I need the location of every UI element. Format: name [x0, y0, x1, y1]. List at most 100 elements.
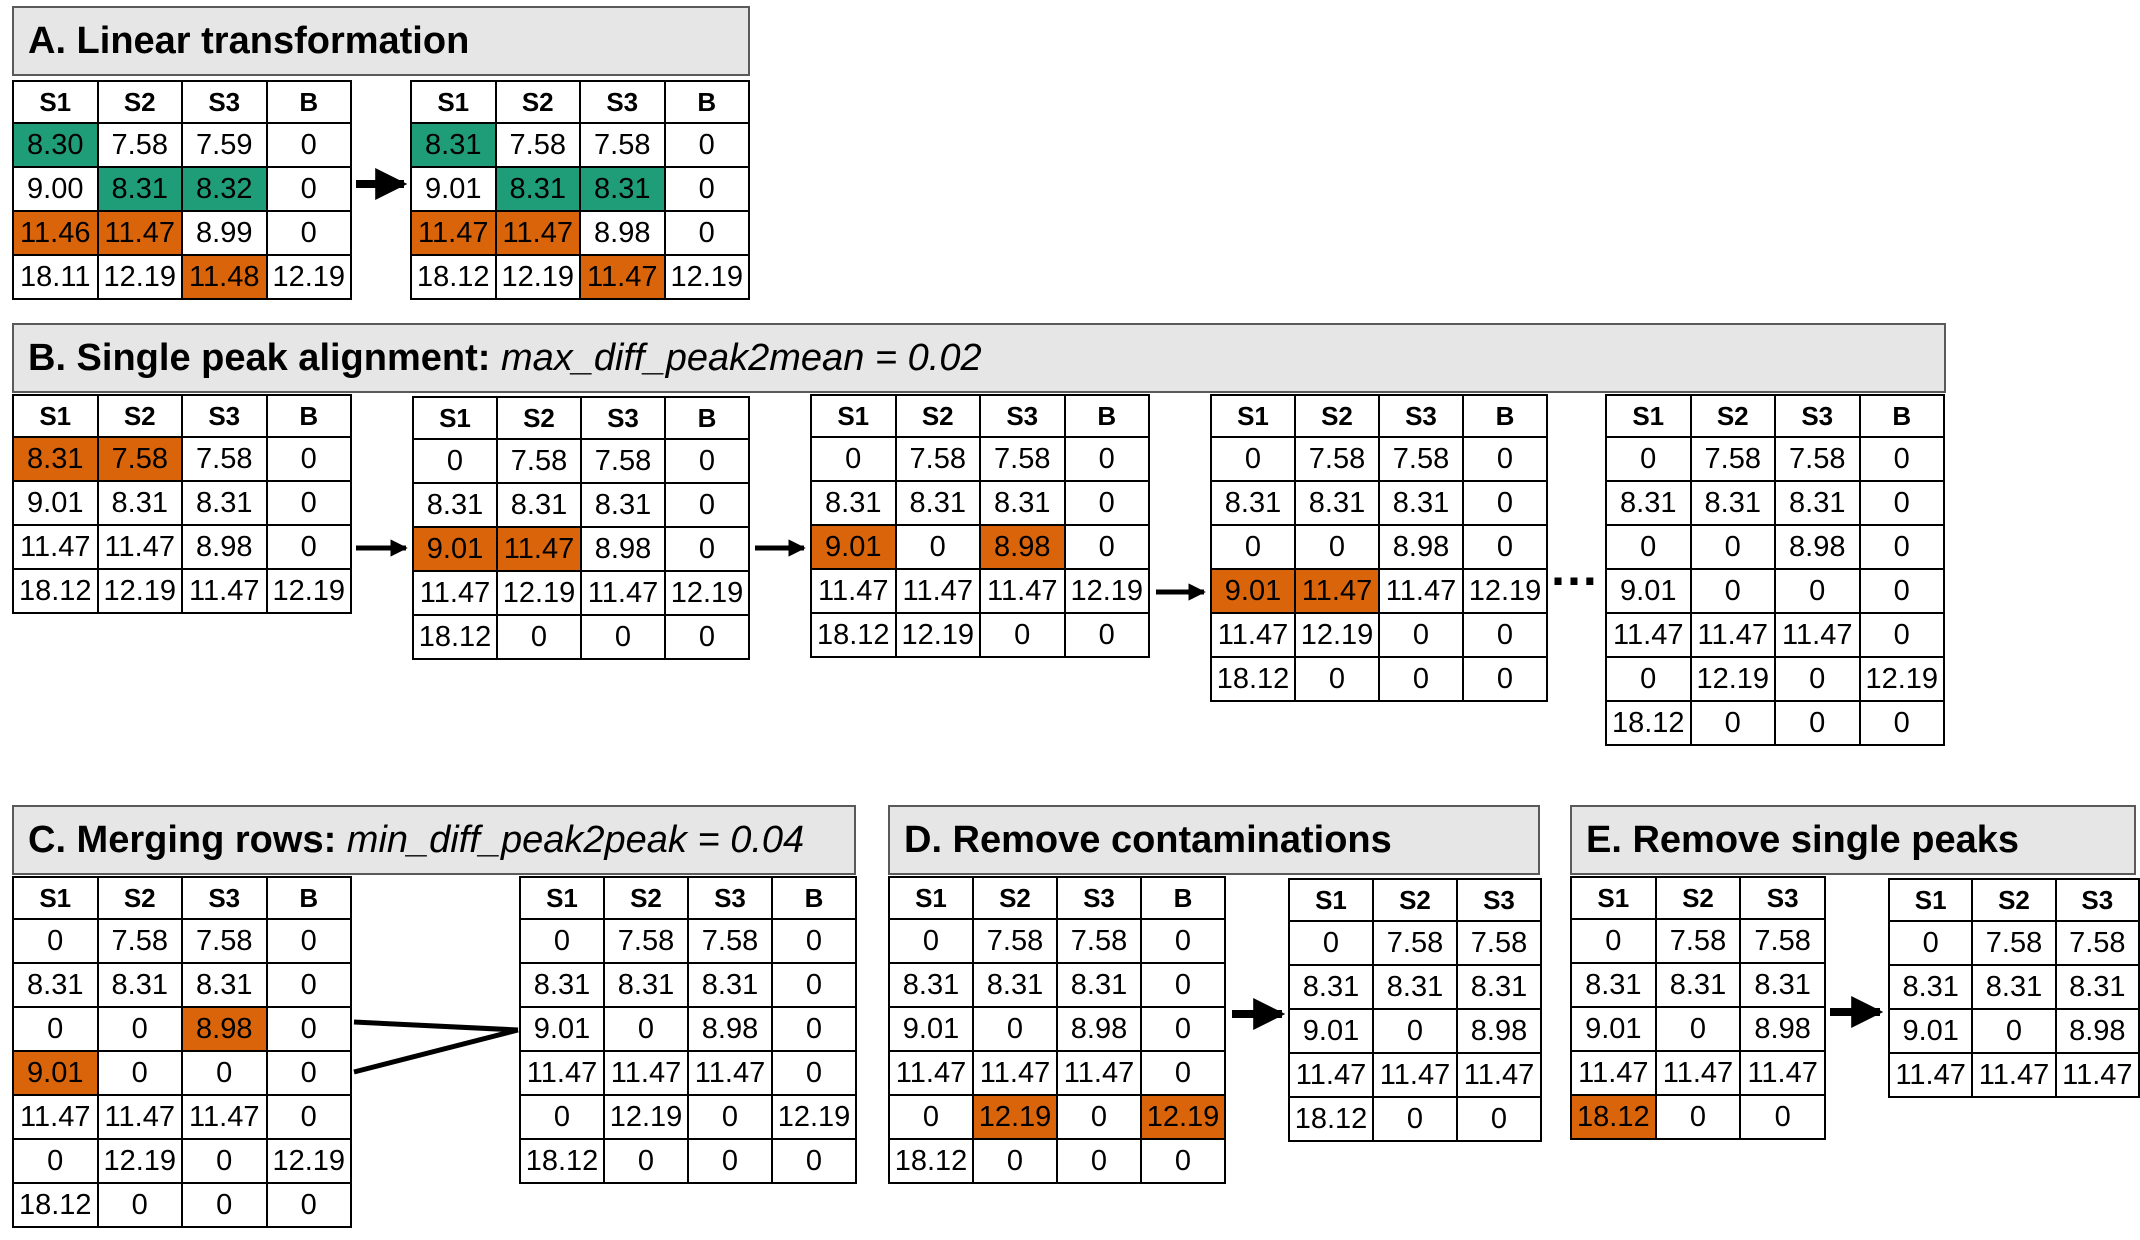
table-cell: 11.47	[1056, 1050, 1142, 1096]
table-header-row: S1 S2 S3 B	[12, 80, 352, 124]
table-cell: 7.58	[181, 918, 268, 964]
table-cell: 11.47	[1739, 1050, 1826, 1096]
column-header: S3	[1739, 876, 1826, 920]
table-cell: 11.47	[1372, 1052, 1458, 1098]
column-header: S2	[96, 394, 183, 438]
table-cell: 0	[265, 122, 352, 168]
table-cell: 12.19	[96, 568, 183, 614]
table-cell: 11.47	[1774, 612, 1861, 658]
table-cell: 0	[1456, 1096, 1542, 1142]
column-header: S1	[12, 80, 99, 124]
table-row: 0 7.58 7.58 0	[12, 918, 352, 964]
table-row: 0 12.19 0 12.19	[12, 1138, 352, 1184]
table-row: 8.31 8.31 8.31 0	[1210, 480, 1548, 526]
table-cell: 0	[1858, 480, 1945, 526]
column-header: B	[664, 396, 750, 440]
table-b-step-final: S1 S2 S3 B 0 7.58 7.58 0 8.31 8.31 8.31 0 0 0 8.98 0 9.0…	[1605, 394, 1945, 746]
table-row: 18.12 12.19 11.47 12.19	[12, 568, 352, 614]
table-row: 18.12 0 0	[1288, 1096, 1542, 1142]
table-cell: 0	[888, 918, 974, 964]
table-cell: 12.19	[1689, 656, 1776, 702]
table-cell: 8.31	[1372, 964, 1458, 1010]
table-header-row: S1 S2 S3 B	[410, 80, 750, 124]
table-e-after: S1 S2 S3 0 7.58 7.58 8.31 8.31 8.31 9.01 0 8.98 11.4…	[1887, 878, 2140, 1098]
column-header: S1	[810, 394, 897, 438]
header-title: C. Merging rows:	[28, 819, 347, 861]
column-header: S3	[979, 394, 1066, 438]
table-cell: 0	[1378, 612, 1464, 658]
table-cell: 7.58	[603, 918, 689, 964]
table-cell: 12.19	[771, 1094, 857, 1140]
table-cell: 11.47	[580, 570, 666, 616]
table-cell: 0	[1063, 480, 1150, 526]
table-row: 9.01 0 8.98	[1887, 1008, 2140, 1054]
header-remove-single-peaks: E. Remove single peaks	[1570, 805, 2136, 875]
table-cell: 8.31	[412, 482, 498, 528]
table-row: 18.12 0 0 0	[12, 1182, 352, 1228]
table-row: 0 7.58 7.58 0	[412, 438, 750, 484]
table-cell: 7.59	[181, 122, 268, 168]
header-param: max_diff_peak2mean = 0.02	[500, 337, 982, 379]
table-row: 0 12.19 0 12.19	[1605, 656, 1945, 702]
table-cell: 8.30	[12, 122, 99, 168]
table-row: 0 7.58 7.58 0	[810, 436, 1150, 482]
table-b-step3: S1 S2 S3 B 0 7.58 7.58 0 8.31 8.31 8.31 0 9.01 0 8.98 0…	[810, 394, 1150, 658]
column-header: S3	[181, 80, 268, 124]
column-header: S3	[181, 394, 268, 438]
table-cell: 8.98	[1056, 1006, 1142, 1052]
table-cell: 9.01	[1288, 1008, 1374, 1054]
table-row: 18.12 0 0 0	[519, 1138, 857, 1184]
table-cell: 9.01	[810, 524, 897, 570]
table-cell: 18.12	[410, 254, 497, 300]
table-cell: 11.47	[494, 210, 581, 256]
column-header: S1	[1887, 878, 1974, 922]
column-header: S2	[603, 876, 689, 920]
table-cell: 0	[603, 1006, 689, 1052]
table-row: 11.47 11.47 11.47 0	[519, 1050, 857, 1096]
column-header: B	[265, 876, 352, 920]
column-header: S2	[1294, 394, 1380, 438]
table-cell: 7.58	[1971, 920, 2057, 966]
column-header: S2	[496, 396, 582, 440]
table-cell: 0	[96, 1050, 183, 1096]
table-cell: 0	[1774, 656, 1861, 702]
table-cell: 7.58	[1372, 920, 1458, 966]
table-row: 18.12 12.19 0 0	[810, 612, 1150, 658]
column-header: B	[1140, 876, 1226, 920]
table-cell: 9.01	[410, 166, 497, 212]
table-row: 8.31 8.31 8.31 0	[12, 962, 352, 1008]
table-cell: 0	[1774, 700, 1861, 746]
table-cell: 11.47	[496, 526, 582, 572]
table-cell: 0	[664, 438, 750, 484]
table-c-before: S1 S2 S3 B 0 7.58 7.58 0 8.31 8.31 8.31 0 0 0 8.98 0 9.0…	[12, 876, 352, 1228]
table-cell: 12.19	[663, 254, 750, 300]
table-cell: 0	[1858, 612, 1945, 658]
table-row: 9.00 8.31 8.32 0	[12, 166, 352, 212]
table-cell: 0	[1294, 524, 1380, 570]
table-c-after: S1 S2 S3 B 0 7.58 7.58 0 8.31 8.31 8.31 0 9.01 0 8.98 0…	[519, 876, 857, 1184]
table-header-row: S1 S2 S3 B	[1210, 394, 1548, 438]
table-cell: 0	[181, 1182, 268, 1228]
table-cell: 0	[1294, 656, 1380, 702]
table-row: 11.47 11.47 11.47 0	[1605, 612, 1945, 658]
table-cell: 12.19	[265, 1138, 352, 1184]
table-row: 11.47 11.47 11.47	[1570, 1050, 1826, 1096]
table-cell: 11.47	[894, 568, 981, 614]
table-cell: 0	[771, 918, 857, 964]
table-cell: 7.58	[979, 436, 1066, 482]
column-header: S2	[1689, 394, 1776, 438]
table-cell: 0	[1654, 1006, 1742, 1052]
table-cell: 0	[972, 1138, 1058, 1184]
table-cell: 11.47	[1210, 612, 1296, 658]
table-d-before: S1 S2 S3 B 0 7.58 7.58 0 8.31 8.31 8.31 0 9.01 0 8.98 0…	[888, 876, 1226, 1184]
table-row: 8.31 8.31 8.31	[1887, 964, 2140, 1010]
table-b-step2: S1 S2 S3 B 0 7.58 7.58 0 8.31 8.31 8.31 0 9.01 11.47 8…	[412, 396, 750, 660]
table-cell: 18.12	[12, 568, 99, 614]
table-row: 18.12 0 0	[1570, 1094, 1826, 1140]
table-cell: 18.12	[810, 612, 897, 658]
table-cell: 8.31	[603, 962, 689, 1008]
table-cell: 12.19	[496, 570, 582, 616]
column-header: S1	[12, 876, 99, 920]
table-cell: 7.58	[96, 122, 183, 168]
table-cell: 7.58	[1739, 918, 1826, 964]
